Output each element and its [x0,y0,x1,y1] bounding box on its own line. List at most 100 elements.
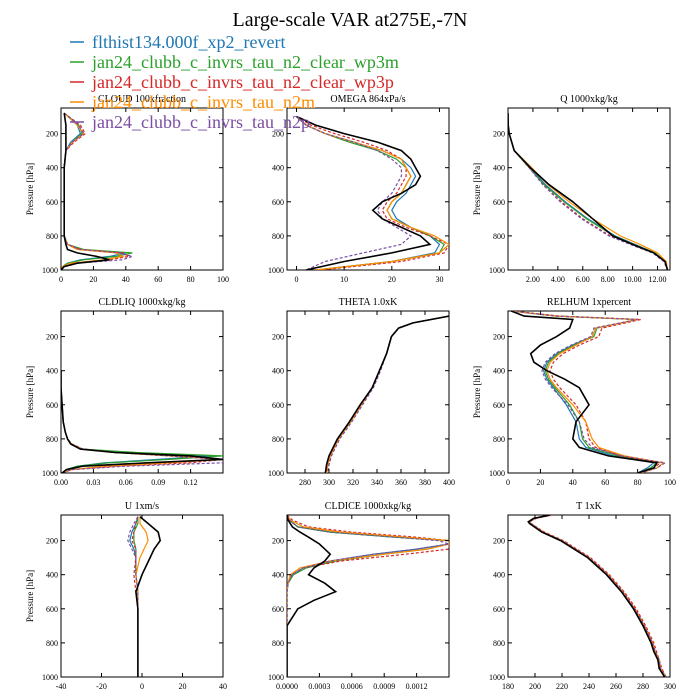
x-tick-label: 80 [634,478,642,487]
y-tick-label: 200 [46,537,58,546]
x-tick-label: 360 [395,478,407,487]
y-tick-label: 800 [272,232,284,241]
y-tick-label: 400 [272,367,284,376]
series-line-reference [287,515,338,677]
series-line-reference [61,112,110,270]
series-line-4 [61,112,125,270]
x-tick-label: 0.09 [151,478,165,487]
series-line-reference [527,515,666,677]
y-tick-label: 400 [46,571,58,580]
chart-panel-1: 0 20 40 60 80 100 200 400 600 800 1000 Pressure [hP… [25,94,229,284]
panel-title: CLDICE 1000xkg/kg [325,501,411,512]
series-line-5 [296,116,412,270]
series-line-1 [326,315,449,473]
series-line-3 [287,515,449,677]
series-line-4 [528,515,667,677]
x-tick-label: 40 [219,682,227,691]
x-tick-label: 0 [140,682,144,691]
y-tick-label: 200 [46,130,58,139]
y-tick-label: 200 [272,333,284,342]
plot-frame [286,107,450,271]
y-tick-label: 1000 [42,469,58,478]
series-line-1 [528,515,667,677]
series-group [296,115,449,270]
x-tick-label: 12.00 [649,275,667,284]
x-tick-label: 80 [187,275,195,284]
series-line-3 [327,315,449,473]
chart-panel-4: 0.00 0.03 0.06 0.09 0.12 200 400 600 800 1000 Pres… [25,297,224,487]
y-tick-label: 600 [46,605,58,614]
series-group [324,315,449,473]
plot-frame [60,107,224,271]
legend-label: jan24_clubb_c_invrs_tau_n2p [91,112,310,132]
series-line-3 [528,515,667,677]
plot-frame [507,107,671,271]
plot-frame [507,514,671,678]
panel-title: U 1xm/s [125,501,159,512]
x-tick-label: 60 [154,275,162,284]
y-tick-label: 600 [493,198,505,207]
x-tick-label: 20 [179,682,187,691]
x-tick-label: 340 [371,478,383,487]
x-tick-label: 20 [89,275,97,284]
y-axis-label: Pressure [hPa] [25,570,35,622]
y-axis-label: Pressure [hPa] [472,366,482,418]
chart-panel-2: 0 10 20 30 200 400 600 800 1000 OMEGA 864xPa/s [268,94,450,284]
series-line-2 [326,315,449,473]
y-tick-label: 600 [272,605,284,614]
x-tick-label: 60 [601,478,609,487]
panel-title: RELHUM 1xpercent [547,297,631,308]
x-tick-label: 0.0009 [373,682,395,691]
x-tick-label: 400 [443,478,455,487]
series-line-reference [324,315,449,473]
x-tick-label: 0.03 [86,478,100,487]
series-line-4 [326,315,449,473]
legend-label: jan24_clubb_c_invrs_tau_n2_clear_wp3p [91,72,394,92]
y-tick-label: 1000 [42,673,58,682]
y-tick-label: 400 [272,164,284,173]
series-group [287,515,449,677]
panel-title: CLOUD 100xfraction [98,94,186,105]
x-tick-label: 20 [536,478,544,487]
x-tick-label: 0.0003 [308,682,330,691]
x-tick-label: 30 [435,275,443,284]
y-tick-label: 200 [272,130,284,139]
y-tick-label: 1000 [489,266,505,275]
x-tick-label: 280 [299,478,311,487]
y-tick-label: 400 [493,367,505,376]
x-tick-label: 0.0000 [276,682,298,691]
figure-title: Large-scale VAR at275E,-7N [233,9,468,31]
chart-panel-8: 0.0000 0.0003 0.0006 0.0009 0.0012 200 400 600 8… [268,501,450,691]
y-axis-label: Pressure [hPa] [472,163,482,215]
y-tick-label: 800 [272,435,284,444]
y-tick-label: 800 [493,639,505,648]
legend-item-5: jan24_clubb_c_invrs_tau_n2p [70,112,310,132]
panel-title: OMEGA 864xPa/s [330,94,405,105]
y-axis-label: Pressure [hPa] [25,366,35,418]
x-tick-label: 300 [664,682,676,691]
x-tick-label: 0.12 [184,478,198,487]
x-tick-label: 260 [610,682,622,691]
series-group [510,311,667,473]
x-tick-label: 0.00 [54,478,68,487]
x-tick-label: -20 [96,682,107,691]
x-tick-label: 320 [347,478,359,487]
series-group [61,370,223,473]
y-tick-label: 1000 [268,673,284,682]
x-tick-label: 200 [529,682,541,691]
x-tick-label: 6.00 [576,275,590,284]
chart-panel-3: 2.00 4.00 6.00 8.00 10.00 12.00 200 400 600 800 10… [472,94,671,284]
x-tick-label: 4.00 [551,275,565,284]
plot-frame [60,514,224,678]
y-tick-label: 200 [46,333,58,342]
series-line-5 [528,515,667,677]
y-tick-label: 600 [46,198,58,207]
y-tick-label: 600 [493,605,505,614]
y-tick-label: 200 [493,537,505,546]
series-line-4 [296,116,449,270]
y-tick-label: 1000 [489,469,505,478]
legend-item-3: jan24_clubb_c_invrs_tau_n2_clear_wp3p [70,72,394,92]
x-tick-label: 240 [583,682,595,691]
series-group [527,515,667,677]
